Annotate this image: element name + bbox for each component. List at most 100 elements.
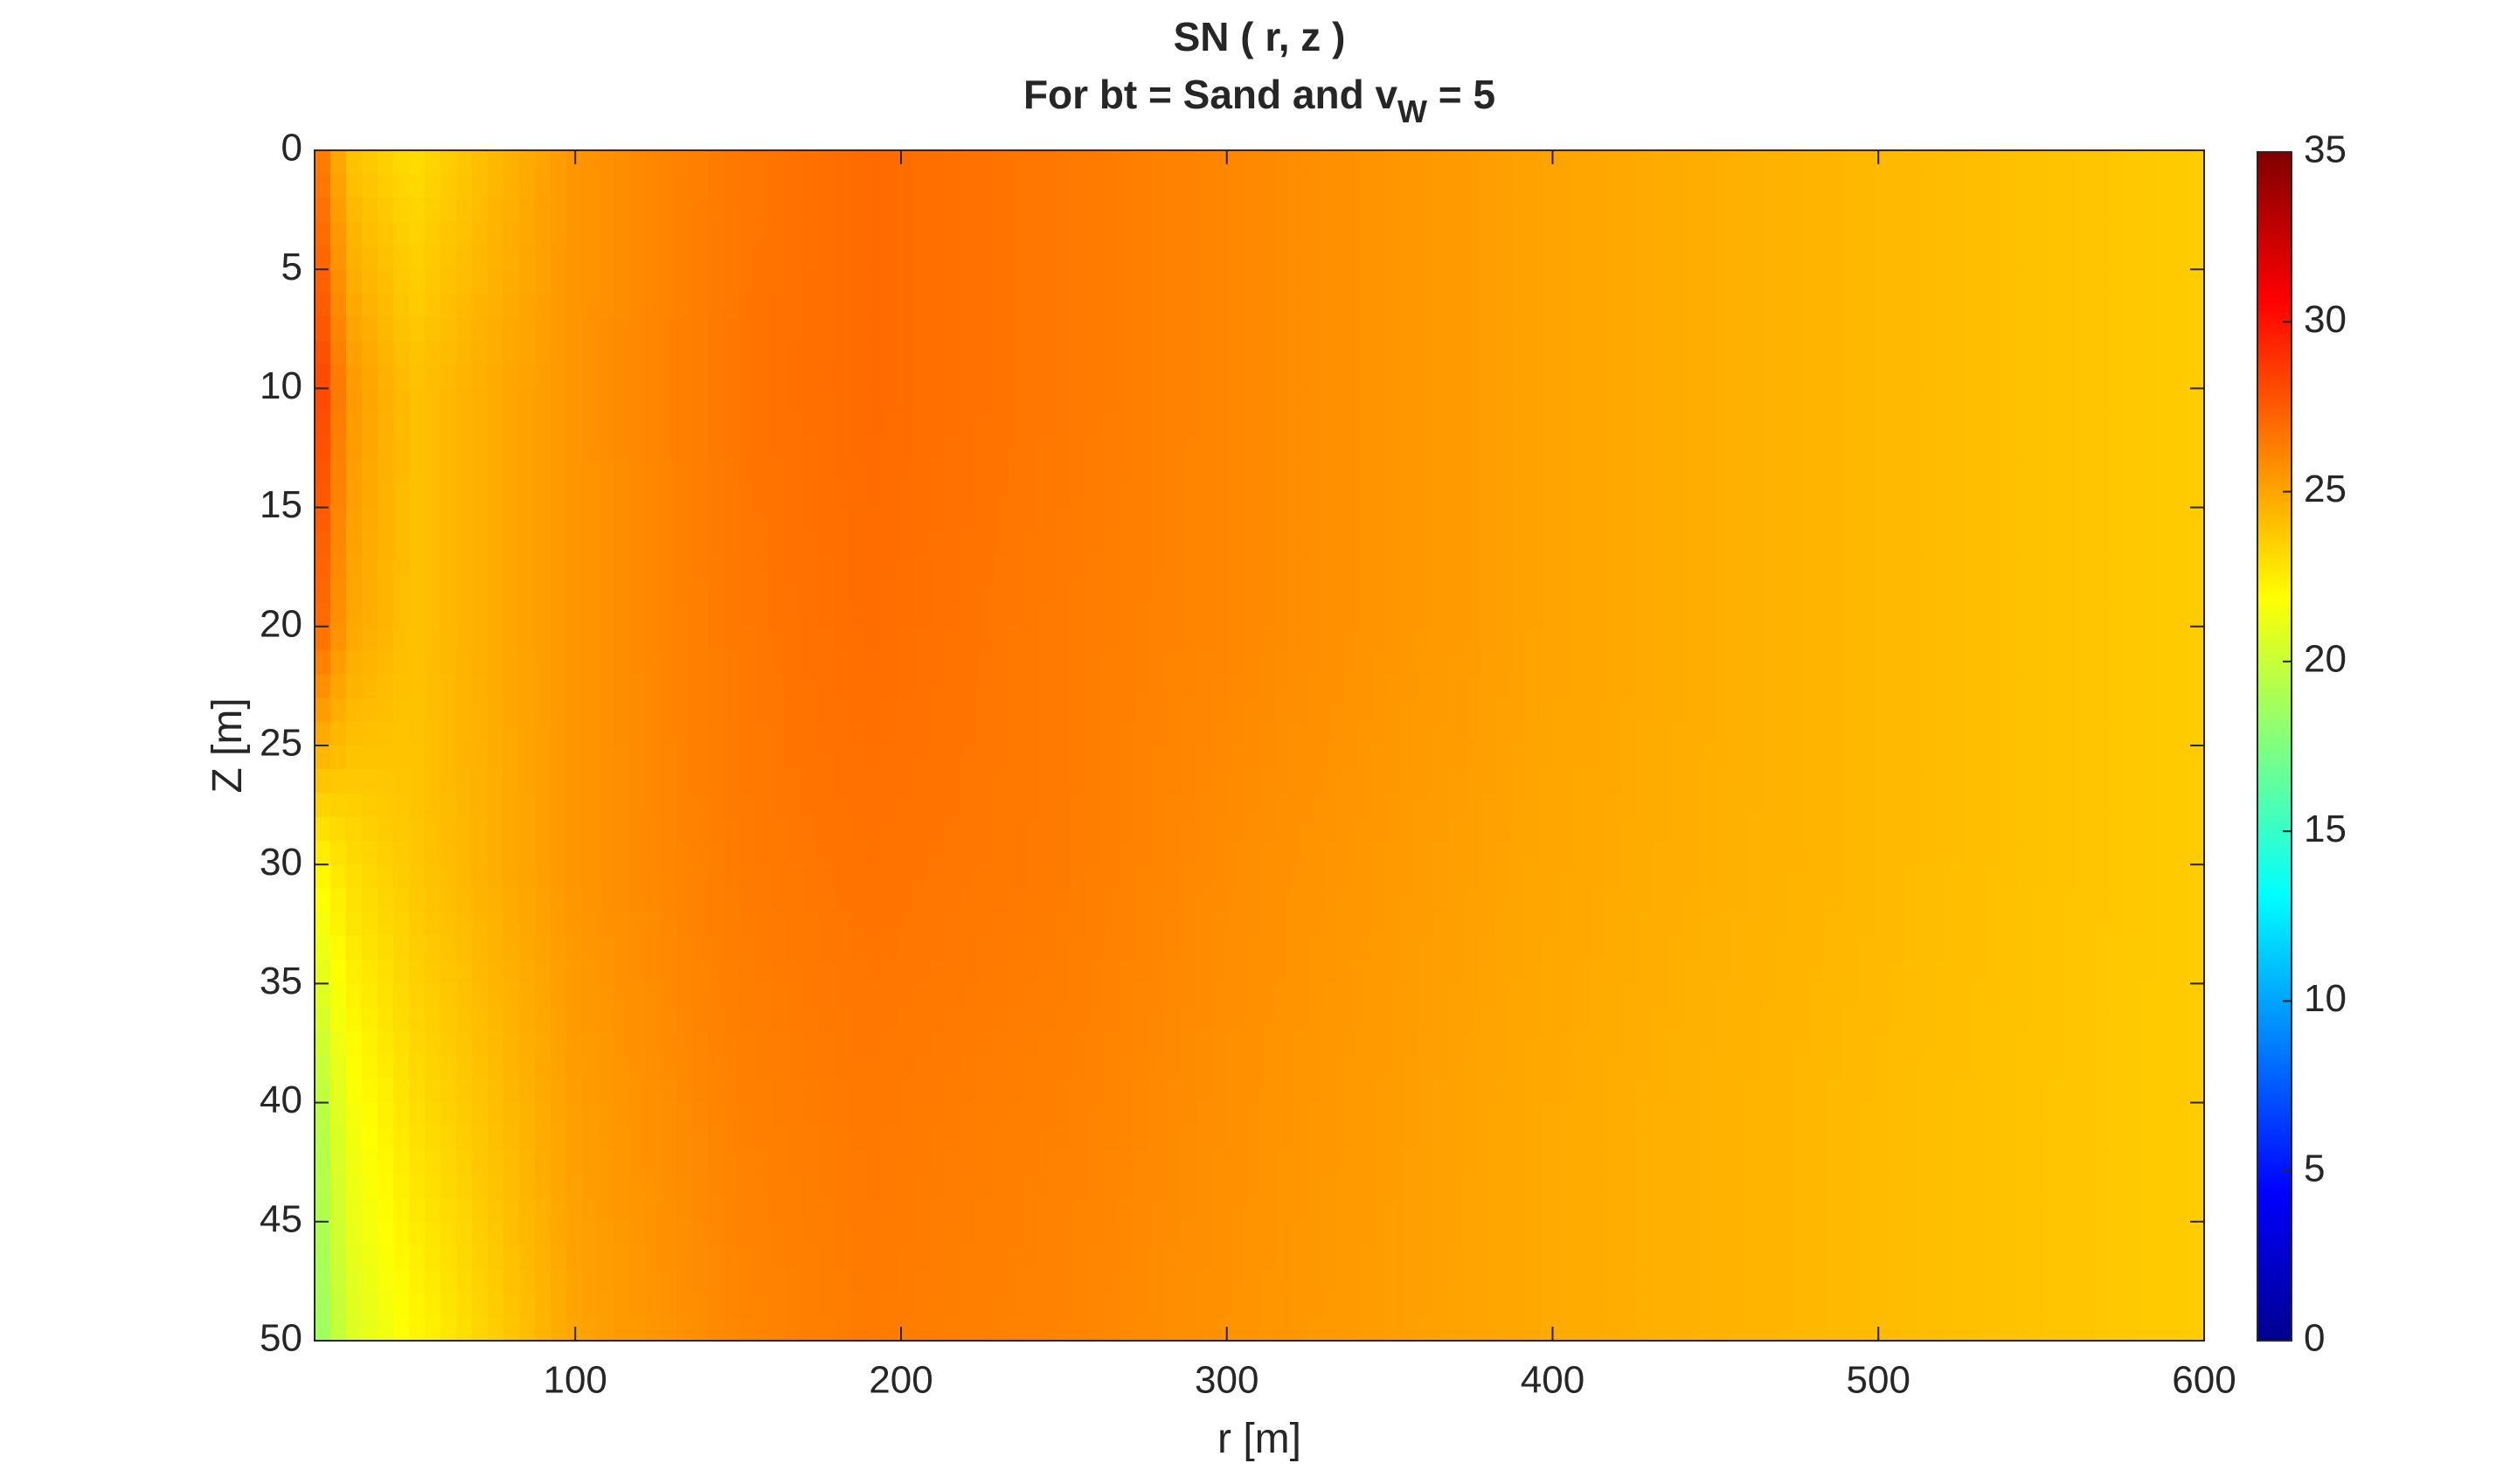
heatmap-cell (1007, 983, 1024, 1009)
heatmap-cell (991, 293, 1009, 318)
heatmap-cell (818, 460, 836, 485)
heatmap-cell (582, 912, 600, 937)
heatmap-cell (2046, 674, 2063, 699)
heatmap-cell (676, 674, 694, 699)
heatmap-cell (771, 816, 788, 842)
heatmap-cell (1621, 745, 1639, 771)
heatmap-cell (2093, 721, 2111, 746)
heatmap-cell (739, 245, 757, 270)
heatmap-cell (1574, 1007, 1591, 1032)
heatmap-cell (1763, 174, 1780, 199)
heatmap-cell (1196, 888, 1213, 913)
heatmap-cell (928, 1078, 946, 1104)
heatmap-cell (834, 769, 851, 794)
heatmap-cell (472, 221, 489, 246)
heatmap-cell (425, 412, 441, 437)
heatmap-cell (2030, 579, 2048, 604)
heatmap-cell (1133, 888, 1150, 913)
heatmap-cell (1731, 1055, 1749, 1080)
heatmap-cell (1794, 1007, 1812, 1032)
heatmap-cell (1637, 935, 1654, 960)
heatmap-cell (1747, 221, 1765, 246)
heatmap-cell (2109, 864, 2126, 890)
heatmap-cell (1385, 697, 1402, 723)
heatmap-cell (708, 602, 725, 628)
heatmap-cell (2140, 840, 2158, 865)
heatmap-cell (991, 555, 1009, 580)
heatmap-cell (1873, 150, 1890, 176)
heatmap-cell (2125, 293, 2142, 318)
heatmap-cell (1763, 864, 1780, 890)
heatmap-cell (1779, 555, 1796, 580)
heatmap-cell (1338, 816, 1355, 842)
heatmap-cell (1211, 293, 1229, 318)
heatmap-cell (1148, 245, 1166, 270)
heatmap-cell (1354, 769, 1370, 794)
heatmap-cell (645, 174, 662, 199)
heatmap-cell (1338, 745, 1355, 771)
heatmap-cell (1731, 364, 1749, 390)
heatmap-cell (1038, 1078, 1056, 1104)
heatmap-cell (1369, 840, 1386, 865)
heatmap-cell (708, 412, 725, 437)
heatmap-cell (771, 340, 788, 365)
heatmap-cell (582, 174, 600, 199)
heatmap-cell (551, 198, 568, 223)
heatmap-cell (991, 769, 1009, 794)
heatmap-cell (755, 412, 773, 437)
heatmap-cell (535, 888, 552, 913)
heatmap-cell (1904, 1102, 1922, 1127)
heatmap-cell (409, 983, 426, 1009)
heatmap-cell (582, 198, 600, 223)
heatmap-cell (1590, 983, 1607, 1009)
heatmap-cell (692, 888, 710, 913)
heatmap-cell (1464, 555, 1481, 580)
heatmap-cell (425, 293, 441, 318)
heatmap-cell (2109, 721, 2126, 746)
heatmap-cell (1464, 340, 1481, 365)
heatmap-cell (1747, 888, 1765, 913)
heatmap-cell (1054, 198, 1071, 223)
heatmap-cell (1211, 174, 1229, 199)
heatmap-cell (519, 1102, 537, 1127)
heatmap-cell (1779, 245, 1796, 270)
heatmap-cell (2172, 864, 2189, 890)
heatmap-cell (1038, 769, 1056, 794)
heatmap-cell (1590, 388, 1607, 413)
heatmap-cell (708, 721, 725, 746)
heatmap-cell (1511, 340, 1529, 365)
heatmap-cell (1779, 460, 1796, 485)
heatmap-cell (1700, 721, 1717, 746)
heatmap-cell (2030, 460, 2048, 485)
heatmap-cell (676, 340, 694, 365)
heatmap-cell (1904, 864, 1922, 890)
heatmap-cell (1967, 816, 1985, 842)
heatmap-cell (1307, 840, 1323, 865)
heatmap-cell (1432, 483, 1449, 509)
heatmap-cell (1385, 816, 1402, 842)
heatmap-cell (1196, 435, 1213, 461)
heatmap-cell (1684, 555, 1702, 580)
heatmap-cell (551, 1078, 568, 1104)
heatmap-cell (708, 460, 725, 485)
heatmap-cell (614, 888, 631, 913)
heatmap-cell (1999, 1102, 2016, 1127)
heatmap-cell (1085, 269, 1103, 295)
heatmap-cell (1385, 1007, 1402, 1032)
heatmap-cell (503, 864, 521, 890)
heatmap-cell (1605, 1078, 1623, 1104)
heatmap-cell (440, 340, 457, 365)
heatmap-cell (1826, 555, 1843, 580)
heatmap-cell (1653, 912, 1670, 937)
heatmap-cell (1889, 245, 1906, 270)
heatmap-cell (1637, 507, 1654, 532)
heatmap-cell (1543, 340, 1560, 365)
heatmap-cell (1133, 721, 1150, 746)
heatmap-cell (551, 1007, 568, 1032)
heatmap-cell (1322, 269, 1339, 295)
heatmap-cell (1227, 530, 1245, 556)
heatmap-cell (535, 745, 552, 771)
heatmap-cell (1070, 793, 1087, 818)
heatmap-cell (881, 983, 898, 1009)
heatmap-cell (897, 579, 914, 604)
